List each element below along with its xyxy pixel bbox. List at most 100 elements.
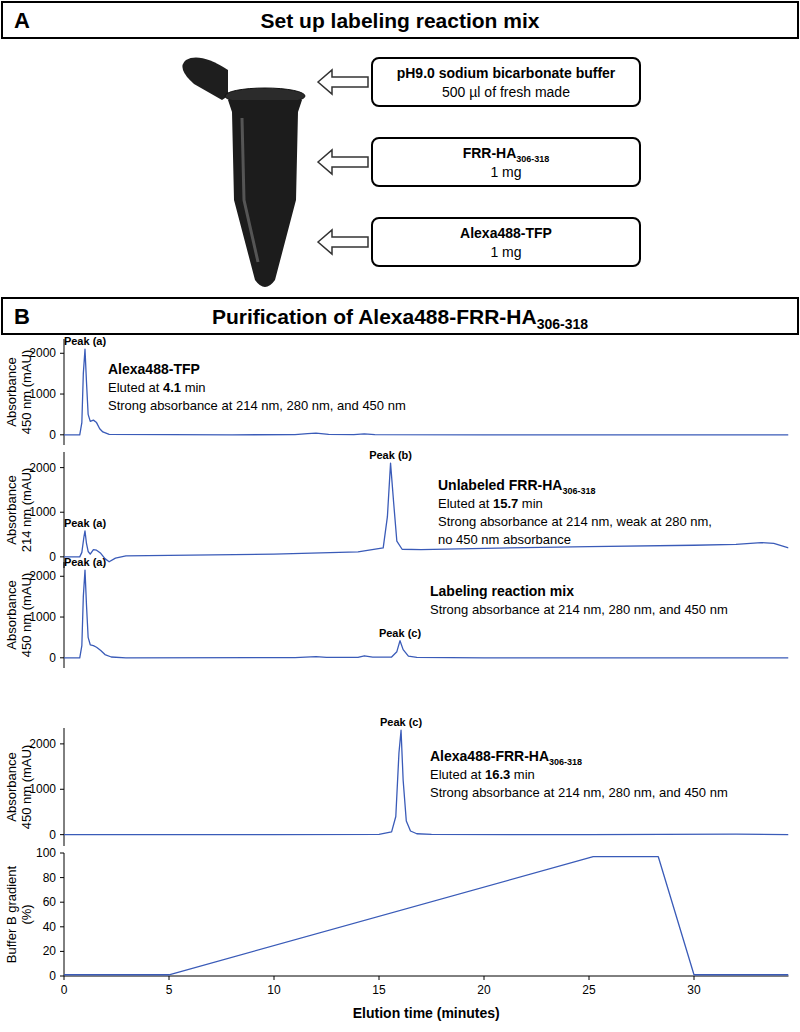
plot-area [64,570,789,658]
arrow [318,150,368,174]
y-label: 450 nm (mAU) [19,350,34,435]
y-tick [60,434,64,435]
x-tick [694,976,695,980]
text-part: Eluted at [108,380,163,395]
reagent-amount: 500 µl of fresh made [442,84,570,100]
plot-area [64,857,789,975]
text-part: min [518,496,543,511]
y-tick [60,576,64,577]
chart: 010002000Absorbance450 nm (mAU)Peak (a)A… [4,335,789,445]
panel-title: Purification of Alexa488-FRR-HA306-318 [212,305,588,332]
text-part: Eluted at [430,767,485,782]
x-label: Elution time (minutes) [353,1005,500,1021]
peak-label: Peak (a) [64,335,107,347]
y-axis [64,452,65,568]
x-tick [589,976,590,980]
x-tick-label: 30 [687,983,701,997]
y-tick-label: 0 [49,428,56,442]
y-axis [64,339,65,445]
y-tick [60,789,64,790]
text-part: Alexa488-FRR-HA [430,748,549,764]
peak-label: Peak (c) [379,627,422,639]
reagent-box [372,58,640,106]
text-part: Eluted at [438,496,493,511]
y-tick-label: 20 [43,944,57,958]
figure: ASet up labeling reaction mixpH9.0 sodiu… [0,0,800,1032]
text-part: min [181,380,206,395]
reagent-name: FRR-HA306-318 [463,145,550,164]
subscript: 306-318 [516,154,549,164]
chart: 010002000Absorbance450 nm (mAU)Peak (c)A… [4,716,789,846]
text-part: pH9.0 sodium bicarbonate buffer [397,65,616,81]
y-label: (%) [19,904,34,924]
note-title: Labeling reaction mix [430,583,574,599]
x-tick-label: 10 [267,983,281,997]
note-title: Alexa488-FRR-HA306-318 [430,748,582,767]
x-tick [379,976,380,980]
tube-lid [182,58,228,100]
y-tick [60,657,64,658]
chart: 020406080100Buffer B gradient(%)05101520… [4,846,789,1021]
x-tick-label: 0 [61,983,68,997]
subscript: 306-318 [562,486,595,496]
y-tick-label: 80 [43,871,57,885]
reagent-name: pH9.0 sodium bicarbonate buffer [397,65,616,81]
arrow [318,70,368,94]
y-tick-label: 0 [49,969,56,983]
peak-label: Peak (b) [369,449,412,461]
reagent-box [372,138,640,186]
text-part: min [510,767,535,782]
y-tick-label: 0 [49,828,56,842]
text-part: 15.7 [493,496,518,511]
subscript: 306-318 [549,757,582,767]
x-tick [64,976,65,980]
note-line: Eluted at 15.7 min [438,496,543,511]
y-label: 214 nm (mAU) [19,468,34,553]
plot-area [64,349,789,435]
text-part: Strong absorbance at 214 nm, weak at 280… [438,514,712,529]
note-line: Strong absorbance at 214 nm, 280 nm, and… [108,398,406,413]
note-line: Eluted at 4.1 min [108,380,206,395]
text-part: Unlabeled FRR-HA [438,477,562,493]
tube [182,58,305,287]
y-label: 450 nm (mAU) [19,745,34,830]
panel-title: Set up labeling reaction mix [261,9,540,32]
peak-label: Peak (a) [64,556,107,568]
y-tick [60,743,64,744]
text-part: no 450 nm absorbance [438,532,571,547]
chromatogram-line [64,570,789,658]
y-tick [60,353,64,354]
peak-label: Peak (a) [64,517,107,529]
y-label: Absorbance [4,580,19,649]
chart: 010002000Absorbance450 nm (mAU)Peak (a)P… [4,556,789,668]
subscript: 306-318 [537,316,589,332]
y-tick [60,617,64,618]
text-part: 16.3 [485,767,510,782]
y-tick [60,877,64,878]
reagent-box [372,218,640,266]
text-part: Strong absorbance at 214 nm, 280 nm, and… [430,602,728,617]
note-line: Eluted at 16.3 min [430,767,535,782]
plot-area [64,463,789,562]
reagent-amount: 1 mg [490,164,521,180]
text-part: Alexa488-TFP [108,361,200,377]
text-part: Alexa488-TFP [460,225,552,241]
y-label: Absorbance [4,752,19,821]
text-part: FRR-HA [463,145,517,161]
y-tick [60,951,64,952]
y-tick [60,512,64,513]
y-tick-label: 0 [49,550,56,564]
note-line: Strong absorbance at 214 nm, weak at 280… [438,514,712,529]
y-tick-label: 40 [43,920,57,934]
x-axis [64,976,789,977]
y-tick-label: 60 [43,895,57,909]
panel-label: B [14,304,30,329]
chart: 010002000Absorbance214 nm (mAU)Peak (a)P… [4,449,789,568]
y-axis [64,853,65,976]
text-part: 4.1 [163,380,181,395]
y-label: Absorbance [4,475,19,544]
y-tick [60,926,64,927]
x-tick-label: 15 [372,983,386,997]
y-tick [60,853,64,854]
y-tick [60,902,64,903]
